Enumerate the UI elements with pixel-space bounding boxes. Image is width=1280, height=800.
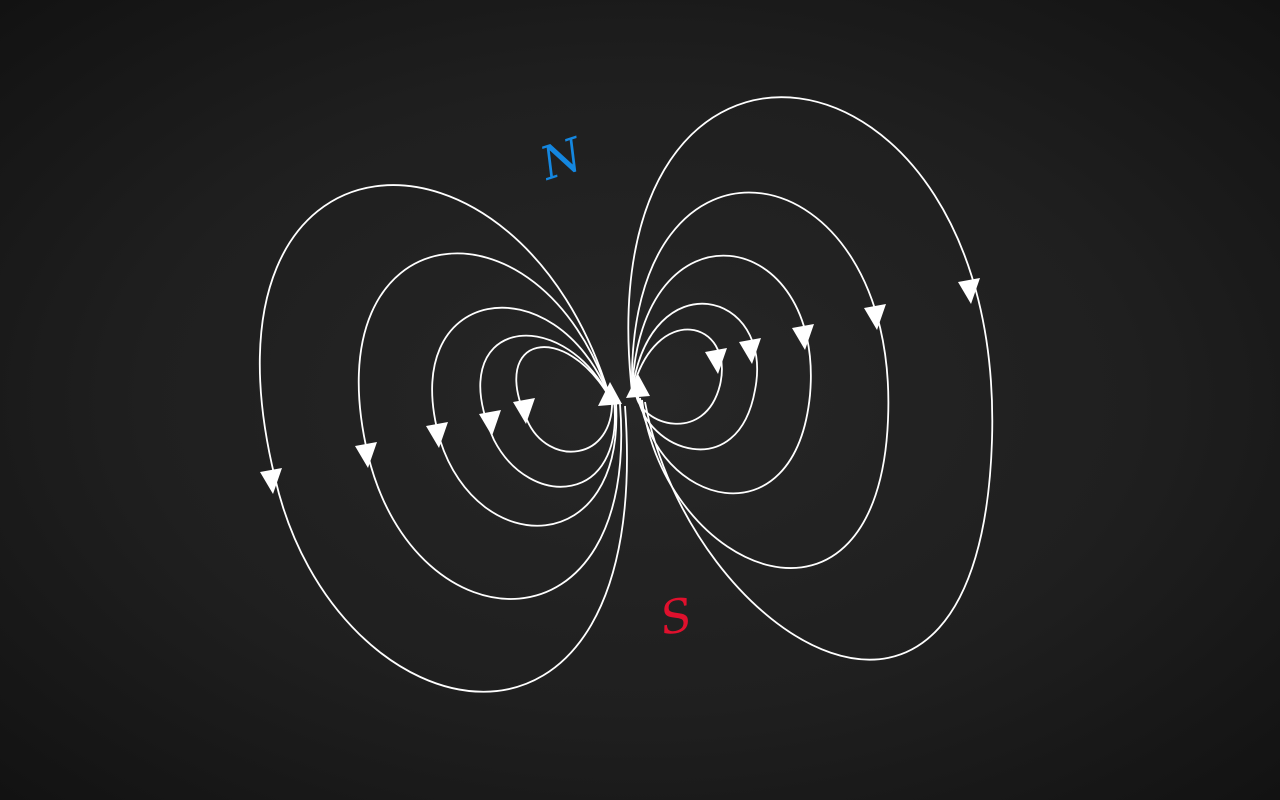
right-field-arrow-icon-2 bbox=[739, 338, 761, 364]
right-field-arrow-icon-1 bbox=[705, 348, 727, 374]
right-field-arrow-icon-4 bbox=[864, 304, 886, 330]
right-field-line-1 bbox=[631, 328, 723, 425]
south-pole-label: S bbox=[656, 587, 696, 646]
left-field-arrow-icon-2 bbox=[479, 410, 501, 436]
pole-arrow-icon-1 bbox=[598, 382, 622, 406]
right-field-arrow-icon-3 bbox=[792, 324, 814, 350]
left-field-arrow-icon-3 bbox=[426, 422, 448, 448]
right-field-line-4 bbox=[631, 191, 890, 569]
right-field-line-3 bbox=[631, 254, 812, 495]
left-field-arrow-icon-5 bbox=[260, 468, 282, 494]
right-field-lobe bbox=[627, 96, 994, 661]
left-field-lobe bbox=[258, 184, 628, 693]
right-field-line-2 bbox=[631, 302, 758, 451]
north-pole-label: N bbox=[533, 126, 591, 191]
left-field-arrow-icon-4 bbox=[355, 442, 377, 468]
left-field-arrow-icon-1 bbox=[513, 398, 535, 424]
left-field-line-5 bbox=[258, 184, 628, 693]
right-field-arrow-icon-5 bbox=[958, 278, 980, 304]
pole-arrow-icon-2 bbox=[626, 374, 650, 398]
right-field-line-5 bbox=[627, 96, 994, 661]
